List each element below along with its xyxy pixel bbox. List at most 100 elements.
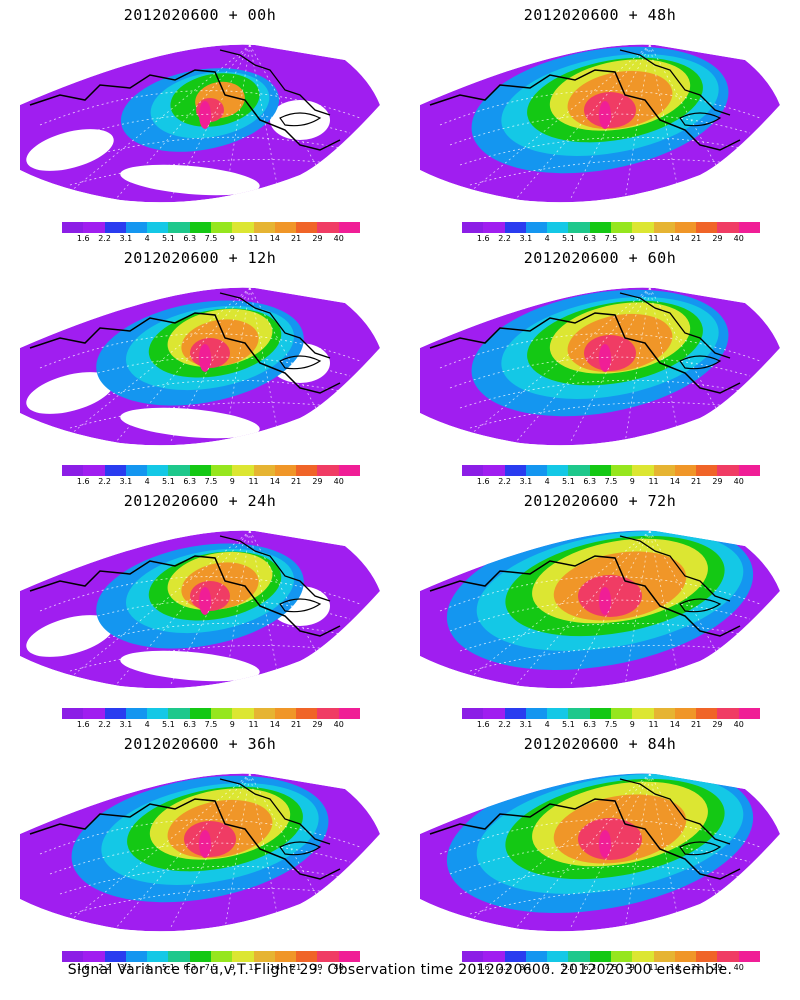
colorbar-label: 29 [712, 234, 723, 243]
colorbar-swatch [589, 708, 611, 719]
colorbar-swatch [610, 708, 633, 719]
colorbar-label: 4 [144, 963, 150, 972]
colorbar-swatch [125, 465, 148, 476]
colorbar [62, 708, 360, 719]
colorbar-label: 9 [229, 720, 235, 729]
colorbar-swatch [632, 222, 654, 233]
colorbar-label: 1.6 [76, 963, 90, 972]
colorbar-swatch [525, 222, 548, 233]
colorbar-labels: 1.6 2.2 3.1 4 5.1 6.3 7.5 9 11 14 21 29 40 [452, 477, 772, 489]
colorbar-label: 4 [544, 720, 550, 729]
colorbar-label: 5.1 [162, 963, 175, 972]
panel-title: 2012020600 + 12h [123, 249, 277, 267]
colorbar-label: 40 [733, 477, 744, 486]
map-plot [20, 287, 380, 446]
colorbar-swatch [125, 951, 148, 962]
colorbar-label: 7.5 [204, 234, 218, 243]
colorbar-swatch [568, 222, 590, 233]
colorbar-swatch [168, 951, 190, 962]
colorbar-swatch [83, 465, 105, 476]
colorbar-label: 6.3 [583, 477, 597, 486]
colorbar-label: 9 [229, 963, 235, 972]
colorbar-labels: 1.6 2.2 3.1 4 5.1 6.3 7.5 9 11 14 21 29 40 [452, 720, 772, 732]
colorbar-swatch [296, 951, 318, 962]
colorbar-swatch [338, 222, 360, 233]
map-panel: 2012020600 + 36h 1.6 2.2 3.1 4 5.1 6.3 7.5 9 11 1… [0, 729, 400, 979]
colorbar-labels: 1.6 2.2 3.1 4 5.1 6.3 7.5 9 11 14 21 29 40 [452, 963, 772, 975]
colorbar-label: 5.1 [562, 477, 575, 486]
colorbar-swatch [504, 708, 526, 719]
colorbar-swatch [504, 951, 526, 962]
colorbar-label: 29 [712, 477, 723, 486]
map-panel: 2012020600 + 48h 1.6 2.2 3.1 4 5.1 6.3 7.5 9 11 1… [400, 0, 800, 250]
colorbar-swatch [62, 465, 84, 476]
colorbar [62, 951, 360, 962]
colorbar-swatch [274, 951, 297, 962]
colorbar-swatch [210, 465, 233, 476]
colorbar-label: 21 [691, 963, 702, 972]
colorbar [462, 465, 760, 476]
colorbar-label: 21 [691, 477, 702, 486]
map-panel: 2012020600 + 00h 1.6 2.2 3.1 4 5.1 6.3 7.5 9 11 1… [0, 0, 400, 250]
colorbar-swatch [525, 951, 548, 962]
colorbar-swatch [104, 708, 126, 719]
panel-title: 2012020600 + 36h [123, 735, 277, 753]
map-plot [420, 287, 780, 446]
colorbar-swatch [462, 708, 484, 719]
colorbar-label: 2.2 [498, 234, 511, 243]
colorbar-labels: 1.6 2.2 3.1 4 5.1 6.3 7.5 9 11 14 21 29 40 [52, 963, 372, 975]
colorbar-swatch [653, 465, 675, 476]
colorbar-label: 3.1 [119, 234, 133, 243]
colorbar-label: 29 [712, 963, 723, 972]
colorbar-swatch [210, 951, 233, 962]
colorbar-swatch [483, 708, 505, 719]
colorbar-labels: 1.6 2.2 3.1 4 5.1 6.3 7.5 9 11 14 21 29 40 [52, 477, 372, 489]
colorbar-label: 7.5 [604, 477, 618, 486]
colorbar-swatch [274, 708, 297, 719]
colorbar-label: 3.1 [519, 720, 533, 729]
colorbar-label: 11 [648, 963, 659, 972]
colorbar-label: 4 [544, 234, 550, 243]
colorbar-swatch [589, 951, 611, 962]
colorbar-swatch [338, 465, 360, 476]
colorbar-swatch [274, 222, 297, 233]
colorbar-swatch [674, 222, 697, 233]
colorbar-label: 2.2 [98, 477, 111, 486]
colorbar-swatch [568, 465, 590, 476]
colorbar-label: 21 [291, 720, 302, 729]
colorbar-labels: 1.6 2.2 3.1 4 5.1 6.3 7.5 9 11 14 21 29 40 [52, 234, 372, 246]
colorbar-label: 3.1 [519, 963, 533, 972]
colorbar-label: 14 [269, 234, 280, 243]
colorbar-swatch [317, 465, 339, 476]
colorbar-swatch [717, 222, 739, 233]
colorbar-swatch [547, 465, 569, 476]
colorbar-labels: 1.6 2.2 3.1 4 5.1 6.3 7.5 9 11 14 21 29 40 [52, 720, 372, 732]
colorbar-label: 7.5 [204, 963, 218, 972]
colorbar-label: 14 [669, 720, 680, 729]
colorbar-label: 11 [648, 234, 659, 243]
colorbar-swatch [568, 708, 590, 719]
colorbar-swatch [610, 951, 633, 962]
colorbar-swatch [274, 465, 297, 476]
panel-title: 2012020600 + 00h [123, 6, 277, 24]
panel-title: 2012020600 + 84h [523, 735, 677, 753]
colorbar-swatch [547, 222, 569, 233]
colorbar-swatch [253, 465, 275, 476]
colorbar-label: 4 [544, 477, 550, 486]
colorbar-label: 21 [291, 963, 302, 972]
colorbar-swatch [738, 222, 760, 233]
colorbar-label: 9 [229, 477, 235, 486]
colorbar-swatch [589, 465, 611, 476]
colorbar-swatch [317, 708, 339, 719]
colorbar-label: 6.3 [183, 963, 197, 972]
colorbar-label: 40 [333, 720, 344, 729]
colorbar-swatch [504, 465, 526, 476]
colorbar-label: 6.3 [583, 720, 597, 729]
colorbar-swatch [547, 708, 569, 719]
colorbar-label: 4 [144, 477, 150, 486]
colorbar-swatch [653, 951, 675, 962]
colorbar-label: 14 [269, 720, 280, 729]
panel-title: 2012020600 + 24h [123, 492, 277, 510]
colorbar-swatch [717, 708, 739, 719]
colorbar-label: 2.2 [498, 720, 511, 729]
